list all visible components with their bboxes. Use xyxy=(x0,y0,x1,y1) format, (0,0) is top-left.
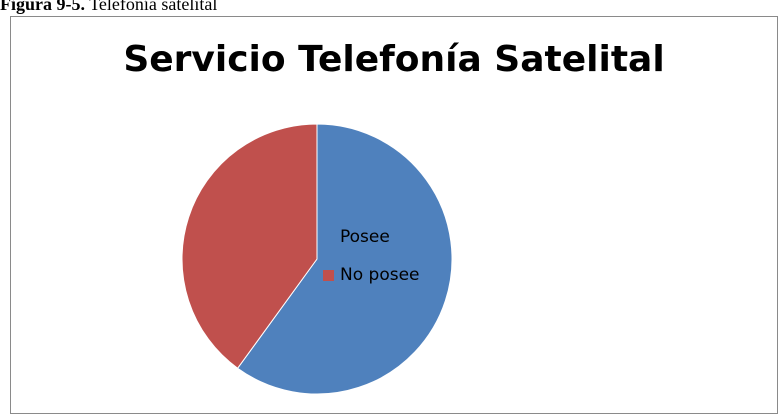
legend-swatch-no-posee xyxy=(323,269,334,281)
chart-area: Servicio Telefonía Satelital Posee No pos… xyxy=(10,16,778,414)
pie-slice-posee xyxy=(236,123,453,395)
figure-caption-label: Figura 9-5. xyxy=(0,0,85,14)
pie-chart xyxy=(181,123,453,395)
figure-caption: Figura 9-5. Telefonía satelital xyxy=(0,0,217,14)
figure-caption-text: Telefonía satelital xyxy=(89,0,218,14)
legend-label-no-posee: No posee xyxy=(340,265,420,285)
legend-swatch-posee xyxy=(323,231,334,243)
legend-label-posee: Posee xyxy=(340,227,390,247)
legend-item-no-posee: No posee xyxy=(323,265,420,285)
pie-slice-no-posee xyxy=(181,123,318,369)
legend-item-posee: Posee xyxy=(323,227,390,247)
chart-title: Servicio Telefonía Satelital xyxy=(123,39,665,80)
